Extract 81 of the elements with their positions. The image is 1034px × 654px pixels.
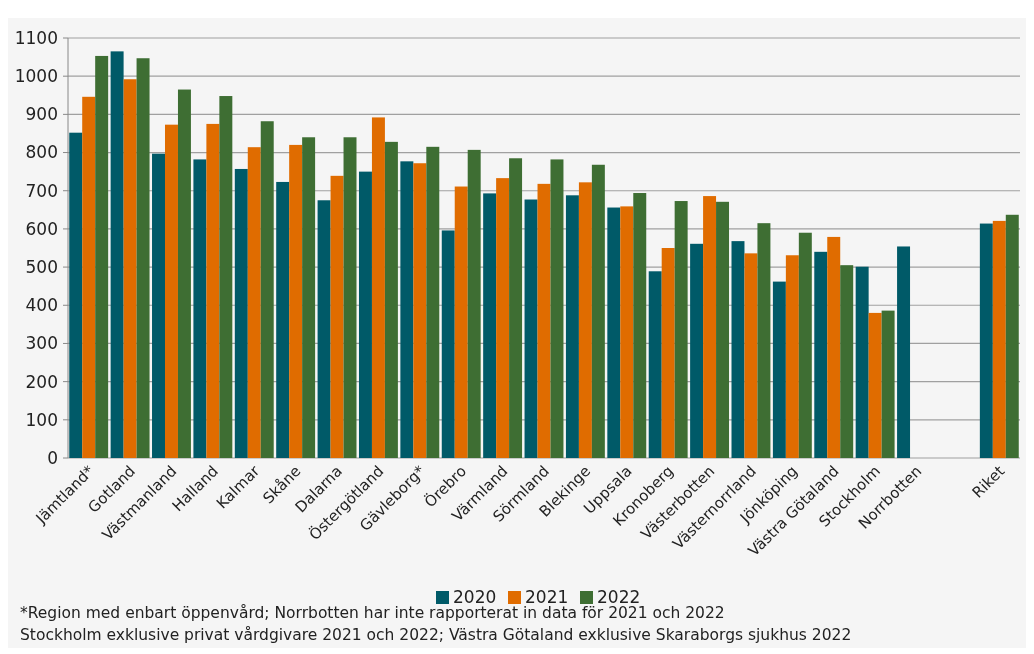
bar [82,96,96,458]
bar [607,207,621,458]
y-tick-label: 700 [25,180,58,201]
bar [136,58,150,458]
y-tick-label: 1000 [14,66,58,87]
bar [661,248,675,458]
bar [840,265,854,458]
bar [674,201,688,458]
bar [633,193,647,458]
bar [343,137,357,458]
text: Stockholm exklusive privat vårdgivare 2021 och 2022; Västra Götaland exklusive Skaraborgs sjukhus 2022 [20,626,852,644]
bar [206,123,220,458]
y-tick-label: 400 [25,295,58,316]
bar [317,200,331,458]
bar [578,182,592,458]
bar [164,124,178,458]
bar [454,186,468,458]
bar [897,246,911,458]
bar [591,164,605,458]
y-tick-label: 500 [25,257,58,278]
bar [550,159,564,458]
legend-label: 2022 [597,587,641,607]
bar [731,241,745,458]
bar [152,153,165,458]
legend-label: 2020 [453,587,497,607]
bar [785,255,799,458]
bar [855,266,869,458]
bar [234,168,248,458]
bar [426,146,440,458]
bar [219,96,233,458]
bar [441,230,455,458]
bar [413,163,427,458]
bar [276,181,290,458]
bar [110,51,124,458]
bar [565,195,579,458]
y-tick-label: 800 [25,142,58,163]
bar [757,223,771,458]
bar [992,220,1006,458]
bar [827,236,841,458]
bar [467,149,481,458]
bar [289,144,303,458]
bar [177,89,191,458]
y-tick-label: 200 [25,371,58,392]
bar [716,201,730,458]
y-tick-label: 300 [25,333,58,354]
bar [703,196,717,458]
bar [193,159,207,458]
legend-label: 2021 [525,587,569,607]
bar [123,79,137,458]
bar [798,232,812,458]
bar [330,175,344,458]
y-tick-label: 600 [25,218,58,239]
bar [509,158,523,458]
bar [95,55,109,458]
bar [496,178,510,458]
bar [814,251,828,458]
bar [302,137,316,458]
y-tick-label: 1100 [14,27,58,48]
bar [772,281,786,458]
bar [483,193,497,458]
y-tick-label: 100 [25,409,58,430]
bar [358,171,372,458]
bar [648,271,662,458]
bar [537,183,551,458]
bar [384,141,398,458]
bar [400,161,414,458]
bar [260,121,274,458]
bar [1005,214,1019,458]
bar [979,223,993,458]
y-tick-label: 900 [25,104,58,125]
bar [620,206,634,458]
bar [868,312,882,458]
y-tick-label: 0 [47,447,58,468]
bar [69,132,83,458]
bar [744,253,758,458]
bar [247,147,261,458]
bar [690,243,704,458]
bar [881,310,895,458]
bar [524,199,538,458]
bar [371,117,385,458]
text: *Region med enbart öppenvård; Norrbotten har inte rapporterat in data för 2021 och 2022 [20,604,725,622]
